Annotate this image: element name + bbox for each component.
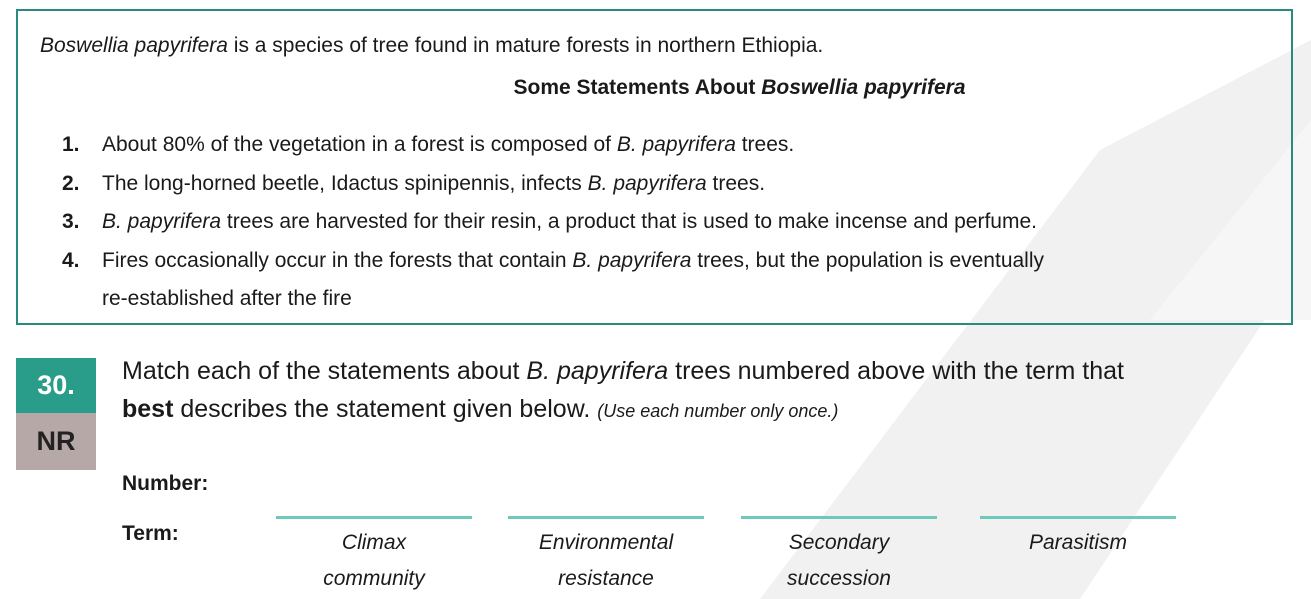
statement-list: 1. About 80% of the vegetation in a fore…: [62, 126, 1262, 319]
emphasis-best: best: [122, 395, 174, 423]
question-prompt: Match each of the statements about B. pa…: [122, 357, 1124, 423]
statement-item: 3. B. papyrifera trees are harvested for…: [62, 203, 1262, 242]
term-text: Environmental resistance: [538, 531, 674, 590]
statement-item: 1. About 80% of the vegetation in a fore…: [62, 126, 1262, 165]
term-text: Secondary succession: [787, 531, 891, 590]
statement-text: B. papyrifera trees are harvested for th…: [102, 210, 1037, 233]
answer-input-line[interactable]: [980, 516, 1176, 519]
answer-slot-parasitism: Parasitism: [980, 516, 1176, 561]
answer-input-line[interactable]: [741, 516, 937, 519]
answer-slot-climax: Climax community: [276, 516, 472, 597]
number-label: Number:: [122, 472, 209, 495]
answer-input-line[interactable]: [276, 516, 472, 519]
box-title-plain: Some Statements About: [513, 76, 762, 99]
statement-number: 3.: [62, 210, 80, 233]
intro-rest: is a species of tree found in mature for…: [227, 34, 824, 57]
term-text: Climax community: [323, 531, 425, 590]
answer-slot-secondary-succession: Secondary succession: [741, 516, 937, 597]
question-type-badge: NR: [16, 413, 96, 470]
intro-species: Boswellia papyrifera: [40, 34, 228, 57]
statement-number: 1.: [62, 133, 80, 156]
answer-input-line[interactable]: [508, 516, 704, 519]
box-title-italic: Boswellia papyrifera: [761, 76, 966, 99]
statement-number: 4.: [62, 248, 80, 272]
statement-text: Fires occasionally occur in the forests …: [102, 248, 1045, 311]
statement-item: 4. Fires occasionally occur in the fores…: [62, 242, 1262, 319]
statement-text: The long-horned beetle, Idactus spinipen…: [102, 171, 766, 195]
statements-box: Boswellia papyrifera is a species of tre…: [16, 9, 1293, 325]
statement-text: About 80% of the vegetation in a forest …: [102, 133, 795, 156]
intro-text: Boswellia papyrifera is a species of tre…: [40, 33, 823, 59]
term-label: Term:: [122, 522, 179, 545]
term-text: Parasitism: [1028, 531, 1128, 554]
box-title: Some Statements About Boswellia papyrife…: [18, 75, 1291, 101]
statement-item: 2. The long-horned beetle, Idactus spini…: [62, 165, 1262, 204]
statement-number: 2.: [62, 171, 80, 195]
instruction-note: (Use each number only once.): [597, 401, 839, 421]
answer-slot-environmental-resistance: Environmental resistance: [508, 516, 704, 597]
question-number-badge: 30.: [16, 358, 96, 413]
